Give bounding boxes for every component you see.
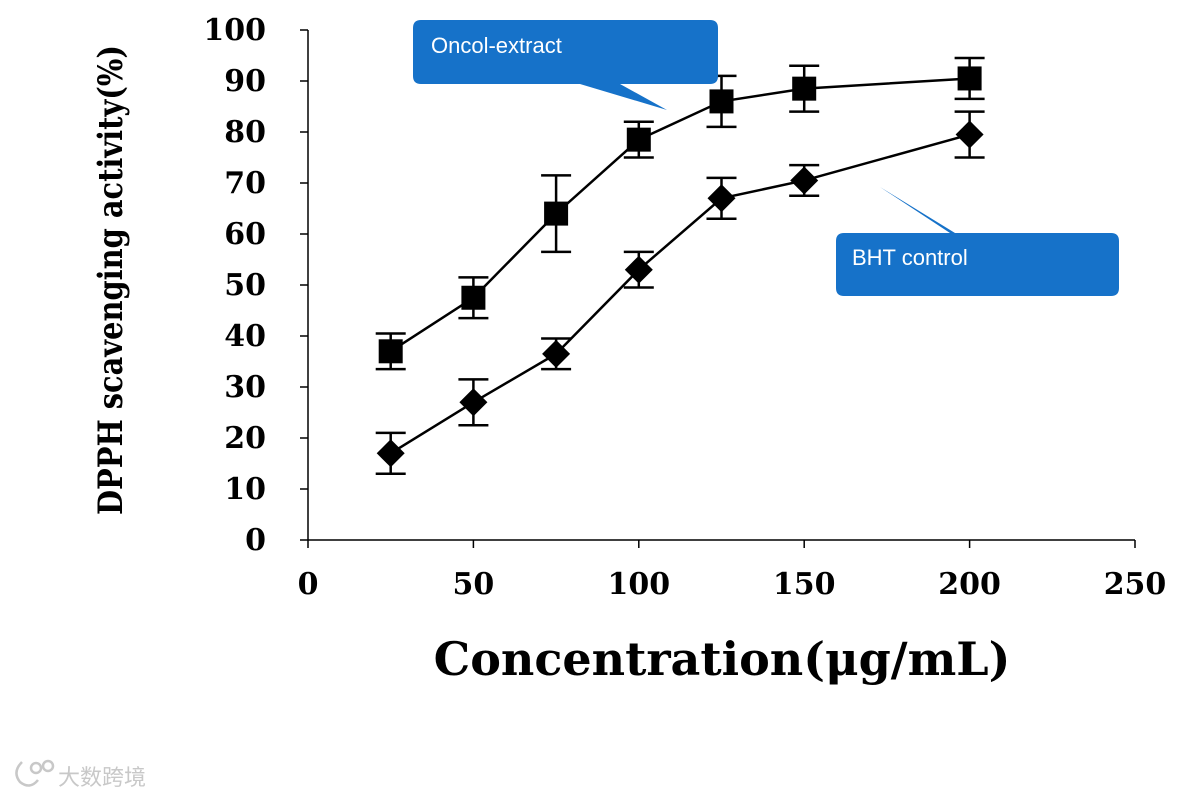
- data-point-square: [626, 127, 651, 152]
- callout-oncol-bubble: [413, 20, 718, 110]
- y-tick-label: 100: [203, 13, 266, 48]
- watermark-text: 大数跨境: [58, 766, 146, 791]
- callout-bht-bubble: [836, 187, 1119, 296]
- data-point-diamond: [790, 166, 819, 195]
- y-tick-label: 70: [224, 166, 266, 201]
- y-axis-ticks: 0 10 20 30 40 50 60 70 80 90 100: [203, 13, 308, 558]
- x-tick-label: 200: [938, 567, 1001, 602]
- x-tick-label: 0: [298, 567, 319, 602]
- x-tick-label: 150: [773, 567, 836, 602]
- y-tick-label: 10: [224, 472, 266, 507]
- data-point-diamond: [459, 388, 488, 417]
- series-line: [390, 77, 970, 353]
- series-bht-control: [375, 110, 985, 475]
- watermark: 大数跨境: [15, 759, 146, 791]
- data-point-diamond: [955, 120, 984, 149]
- data-point-square: [709, 89, 734, 114]
- callout-bht-label: BHT control: [852, 245, 968, 270]
- y-tick-label: 60: [224, 217, 266, 252]
- data-point-square: [957, 66, 982, 91]
- data-point-square: [792, 76, 817, 101]
- data-point-diamond: [624, 255, 653, 284]
- callout-bht-control: BHT control: [836, 187, 1119, 296]
- x-tick-label: 250: [1104, 567, 1167, 602]
- data-point-square: [378, 339, 403, 364]
- callout-oncol-label: Oncol-extract: [431, 33, 562, 58]
- x-tick-label: 50: [453, 567, 495, 602]
- x-tick-label: 100: [607, 567, 670, 602]
- y-tick-label: 0: [245, 523, 266, 558]
- y-tick-label: 50: [224, 268, 266, 303]
- y-tick-label: 80: [224, 115, 266, 150]
- data-point-square: [461, 285, 486, 310]
- watermark-logo-icon: [15, 759, 55, 787]
- y-tick-label: 40: [224, 319, 266, 354]
- y-tick-label: 90: [224, 64, 266, 99]
- data-point-diamond: [707, 184, 736, 213]
- data-point-diamond: [542, 339, 571, 368]
- data-point-square: [544, 201, 569, 226]
- callout-oncol-extract: Oncol-extract: [413, 20, 718, 110]
- series-layer: [375, 56, 985, 475]
- x-axis-title: Concentration(μg/mL): [434, 632, 1011, 686]
- y-axis-title: DPPH scavenging activity(%): [91, 45, 131, 515]
- series-oncol-extract: [375, 56, 985, 371]
- y-tick-label: 30: [224, 370, 266, 405]
- x-axis-ticks: 0 50 100 150 200 250: [298, 540, 1167, 602]
- data-point-diamond: [376, 439, 405, 468]
- y-tick-label: 20: [224, 421, 266, 456]
